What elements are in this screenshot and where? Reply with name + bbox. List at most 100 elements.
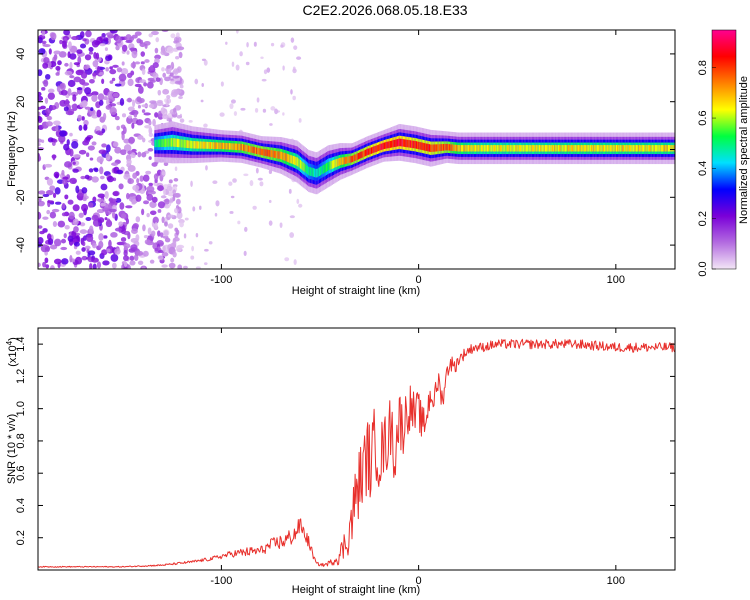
- noise-speck: [91, 141, 97, 146]
- signal-band-cell: [240, 143, 242, 151]
- noise-speck: [169, 72, 174, 77]
- noise-speck: [134, 61, 141, 65]
- noise-speck: [69, 148, 74, 157]
- signal-band-cell: [351, 155, 354, 163]
- signal-band-cell: [488, 145, 490, 152]
- noise-speck: [59, 83, 65, 89]
- noise-speck: [108, 197, 114, 203]
- noise-speck: [42, 193, 50, 198]
- signal-band-cell: [249, 145, 251, 153]
- noise-speck: [116, 169, 124, 174]
- noise-speck: [257, 177, 263, 181]
- noise-speck: [240, 107, 246, 111]
- noise-speck: [43, 44, 51, 48]
- noise-speck: [47, 88, 55, 93]
- noise-speck: [164, 221, 168, 227]
- noise-speck: [233, 111, 238, 116]
- noise-speck: [259, 181, 264, 187]
- signal-band-cell: [298, 159, 300, 168]
- noise-speck: [157, 201, 166, 209]
- noise-speck: [141, 151, 147, 158]
- noise-speck: [109, 107, 117, 116]
- noise-speck: [243, 250, 247, 257]
- noise-speck: [154, 247, 159, 252]
- signal-band-cell: [638, 145, 640, 152]
- signal-band-cell: [415, 141, 418, 149]
- signal-band-cell: [211, 142, 213, 149]
- signal-band-cell: [661, 145, 664, 152]
- signal-band-cell: [485, 145, 487, 152]
- signal-band-cell: [406, 139, 408, 148]
- signal-band-cell: [535, 145, 537, 152]
- signal-band-cell: [417, 141, 419, 150]
- signal-band-cell: [304, 163, 306, 173]
- noise-speck: [115, 197, 122, 203]
- noise-speck: [275, 110, 280, 113]
- signal-band-cell: [433, 144, 435, 152]
- noise-speck: [73, 62, 80, 66]
- signal-band-cell: [543, 145, 545, 152]
- noise-speck: [111, 210, 116, 219]
- noise-speck: [126, 50, 130, 55]
- signal-band-cell: [369, 147, 371, 155]
- noise-speck: [126, 264, 131, 269]
- noise-speck: [123, 261, 128, 268]
- noise-speck: [133, 254, 139, 262]
- noise-speck: [256, 97, 260, 103]
- signal-band-cell: [396, 139, 399, 147]
- noise-speck: [164, 204, 170, 209]
- noise-speck: [125, 40, 133, 44]
- noise-speck: [121, 61, 125, 66]
- noise-speck: [38, 236, 44, 244]
- signal-band-cell: [264, 149, 266, 156]
- signal-band-cell: [627, 145, 629, 152]
- signal-band-cell: [206, 141, 208, 149]
- noise-speck: [129, 260, 136, 266]
- signal-band-cell: [602, 145, 605, 152]
- noise-speck: [100, 183, 108, 191]
- noise-speck: [169, 80, 177, 85]
- signal-band-cell: [444, 143, 446, 151]
- noise-speck: [91, 91, 99, 96]
- signal-band-cell: [317, 168, 319, 177]
- signal-band-cell: [279, 151, 281, 160]
- noise-speck: [149, 79, 156, 83]
- noise-speck: [155, 37, 160, 43]
- signal-band-cell: [497, 145, 499, 152]
- signal-band-cell: [598, 145, 600, 152]
- signal-band-cell: [673, 145, 675, 152]
- signal-band-cell: [525, 145, 528, 152]
- noise-speck: [38, 211, 42, 220]
- noise-speck: [134, 31, 142, 36]
- noise-speck: [73, 241, 80, 247]
- y-tick-label: 20: [15, 96, 27, 108]
- signal-band-cell: [382, 142, 384, 150]
- signal-band-cell: [230, 143, 232, 150]
- noise-speck: [126, 158, 132, 166]
- signal-band-cell: [620, 145, 622, 152]
- signal-band-cell: [189, 140, 192, 149]
- noise-speck: [280, 44, 284, 48]
- signal-band-cell: [257, 147, 259, 155]
- noise-speck: [232, 178, 237, 183]
- signal-band-cell: [328, 161, 330, 171]
- noise-speck: [38, 111, 41, 117]
- noise-speck: [96, 156, 104, 163]
- signal-band-cell: [346, 156, 348, 164]
- noise-speck: [84, 87, 92, 95]
- signal-band-cell: [394, 139, 396, 147]
- noise-speck: [168, 179, 173, 184]
- noise-speck: [106, 218, 111, 225]
- signal-band-cell: [350, 155, 352, 163]
- signal-band-cell: [306, 165, 309, 175]
- noise-speck: [129, 47, 137, 51]
- noise-speck: [139, 175, 144, 182]
- signal-band-cell: [639, 145, 641, 152]
- noise-speck: [141, 208, 145, 216]
- noise-speck: [86, 234, 94, 243]
- signal-band-cell: [456, 144, 458, 152]
- noise-speck: [157, 230, 161, 237]
- signal-band-cell: [625, 145, 627, 152]
- signal-band-cell: [169, 138, 171, 147]
